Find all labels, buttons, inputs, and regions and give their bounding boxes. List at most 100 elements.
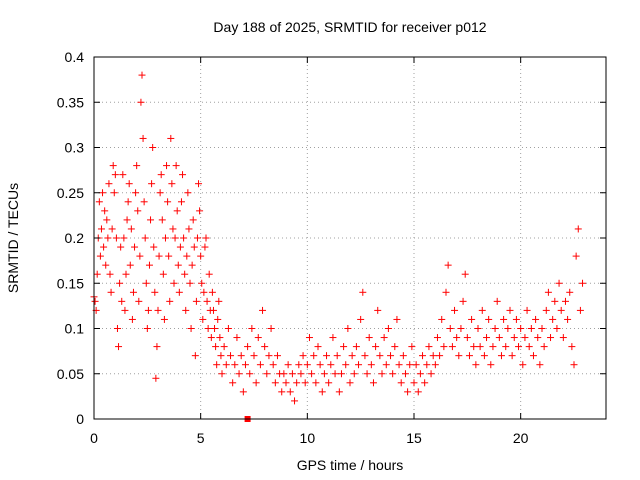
data-point [301,379,309,387]
data-point [506,306,514,314]
data-point [227,352,235,360]
data-point [395,361,403,369]
data-point [246,370,254,378]
data-point [116,279,124,287]
x-tick-label: 0 [90,430,98,446]
data-point [485,315,493,323]
data-point [399,352,407,360]
data-point [93,270,101,278]
data-point [331,370,339,378]
data-point [295,361,303,369]
data-point [521,334,529,342]
data-point [433,334,441,342]
data-point [212,343,220,351]
data-point [303,361,311,369]
data-point [222,361,230,369]
data-point [340,343,348,351]
data-point [346,379,354,387]
data-point [325,379,333,387]
data-point [118,297,126,305]
data-point [173,207,181,215]
data-point [133,162,141,170]
data-point [91,297,99,305]
data-point [412,361,420,369]
data-point [557,306,565,314]
data-point [357,315,365,323]
data-point [192,297,200,305]
data-point [278,388,286,396]
data-point [440,343,448,351]
data-point [288,370,296,378]
data-point [161,234,169,242]
data-point [323,352,331,360]
data-point [215,297,223,305]
data-point [457,325,465,332]
data-point [134,207,142,215]
data-point [123,216,131,224]
data-point [103,216,111,224]
data-point [529,352,537,360]
data-point [254,334,262,342]
data-point [314,343,322,351]
y-tick-label: 0.1 [65,321,85,337]
data-point [421,379,429,387]
data-point [408,343,416,351]
data-point [151,288,159,296]
y-tick-label: 0.25 [57,185,84,201]
data-point [107,288,115,296]
data-point [220,343,228,351]
data-point [534,334,542,342]
data-point [244,343,252,351]
data-point [318,388,326,396]
data-point [404,388,412,396]
data-point [231,361,239,369]
data-point [204,325,212,332]
data-point [384,325,392,332]
data-point [459,297,467,305]
data-point [523,306,531,314]
data-point [282,379,290,387]
data-point [335,388,343,396]
data-point [478,306,486,314]
data-point [348,352,356,360]
data-point [198,279,206,287]
data-point [158,216,166,224]
data-point [572,252,580,260]
data-point [144,306,152,314]
data-point [139,134,147,142]
data-point [284,361,292,369]
data-point [397,379,405,387]
data-point [142,279,150,287]
data-point [124,198,132,206]
data-point [184,189,192,197]
data-point [564,315,572,323]
data-point [168,180,176,188]
data-point [214,315,222,323]
data-point [352,343,360,351]
data-point [280,370,288,378]
data-point [166,297,174,305]
data-point [207,334,215,342]
grid [94,57,606,419]
data-point [431,361,439,369]
data-point [540,343,548,351]
data-point [576,306,584,314]
data-point [259,306,267,314]
data-point [174,261,182,269]
data-point [427,370,435,378]
data-point [182,306,190,314]
data-point [170,279,178,287]
data-point [140,198,148,206]
data-point [154,306,162,314]
data-point [401,370,409,378]
y-tick-label: 0 [76,411,84,427]
data-point [160,315,168,323]
data-point [177,198,185,206]
y-axis-title: SRMTID / TECUs [5,183,21,293]
data-point [267,325,275,332]
data-point [525,343,533,351]
data-point [444,261,452,269]
data-point [361,352,369,360]
data-points [90,71,587,422]
data-point [216,334,224,342]
